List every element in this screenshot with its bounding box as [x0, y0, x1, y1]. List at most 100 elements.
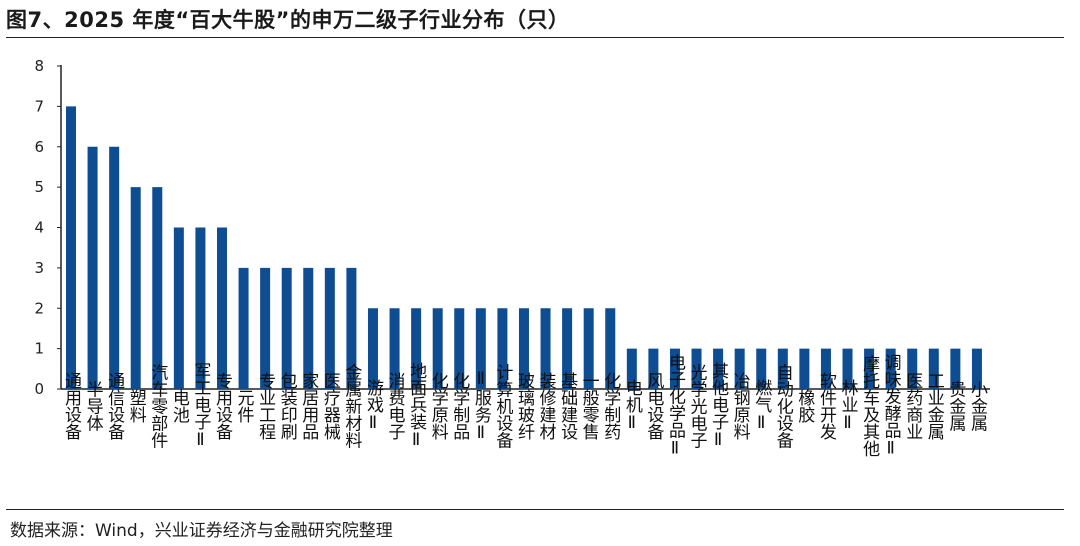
y-tick-label: 2	[34, 299, 44, 317]
category-label: 电机Ⅱ	[622, 379, 643, 433]
category-label: 光学光电子	[687, 363, 708, 448]
bar	[475, 308, 486, 389]
category-label: 元件	[234, 389, 255, 423]
category-label: 通信设备	[104, 372, 125, 440]
bar	[303, 267, 314, 389]
category-label: 汽车零部件	[147, 363, 168, 448]
y-tick-label: 6	[34, 138, 44, 156]
source-rule	[6, 509, 1064, 510]
title-rule	[6, 37, 1064, 38]
category-label: 化学制品	[449, 372, 470, 440]
category-label: 其他电子Ⅱ	[708, 362, 729, 450]
bar	[777, 348, 788, 389]
category-label: 金属新材料	[341, 363, 362, 448]
y-tick-label: 7	[34, 97, 44, 115]
category-label: 橡胶	[794, 389, 815, 424]
bar	[346, 267, 357, 389]
category-label: 通用设备	[61, 372, 82, 440]
bar	[497, 308, 508, 389]
category-label: 化学原料	[428, 372, 449, 440]
bar	[152, 187, 163, 389]
y-tick-label: 5	[34, 178, 44, 196]
bar	[842, 348, 853, 389]
bar	[389, 308, 400, 389]
category-label: 冶钢原料	[730, 372, 751, 440]
bar	[411, 308, 422, 389]
bar	[367, 308, 378, 389]
x-axis-labels: 通用设备 半导体 通信设备 塑料 汽车零部件 电池 军工电子Ⅱ 专用设备 元件 专业工程 包装印刷家…	[61, 353, 987, 458]
bar	[324, 267, 335, 389]
bar	[626, 348, 637, 389]
category-label: 专用设备	[212, 372, 233, 440]
category-label: 专业工程	[255, 372, 276, 440]
category-label: 工业金属	[924, 372, 945, 440]
bar	[950, 348, 961, 389]
bar	[864, 348, 875, 389]
category-label: 家居用品	[298, 372, 319, 440]
bar	[820, 348, 831, 389]
category-label: 化学制药	[600, 372, 621, 441]
bar	[907, 348, 918, 389]
category-label: 调味发酵品Ⅱ	[881, 353, 902, 458]
bar	[562, 308, 573, 389]
bar	[66, 106, 76, 389]
bar	[281, 267, 292, 389]
category-label: 计算机设备	[492, 363, 513, 448]
bar	[109, 146, 120, 389]
category-label: 基础建设	[557, 372, 578, 440]
y-tick-label: 1	[34, 340, 44, 358]
y-tick-label: 4	[34, 219, 44, 237]
bar	[518, 308, 529, 389]
bar	[971, 348, 982, 389]
category-label: 半导体	[83, 380, 104, 431]
bar	[885, 348, 896, 389]
category-label: 电池	[169, 389, 190, 423]
y-tick-label: 3	[34, 259, 44, 277]
bar	[173, 227, 184, 389]
bar	[432, 308, 443, 389]
bar	[260, 267, 271, 389]
category-label: 包装印刷	[277, 372, 298, 440]
bar	[928, 348, 939, 389]
category-label: 游戏Ⅱ	[363, 379, 384, 433]
chart-title: 图7、2025 年度“百大牛股”的申万二级子行业分布（只）	[6, 8, 570, 32]
category-label: 军工电子Ⅱ	[190, 362, 211, 450]
bar	[691, 348, 702, 389]
category-label: 地面兵装Ⅱ	[406, 362, 427, 450]
bar	[540, 308, 551, 389]
y-tick-label: 0	[34, 380, 44, 398]
bar	[130, 187, 141, 389]
bar	[238, 267, 249, 389]
bar	[216, 227, 227, 389]
category-label: 电子化学品Ⅱ	[665, 353, 686, 458]
category-label: 软件开发	[816, 372, 837, 440]
category-label: 玻璃玻纤	[514, 372, 535, 440]
bar	[605, 308, 616, 389]
category-label: 塑料	[126, 389, 147, 423]
bar	[195, 227, 206, 389]
bar	[669, 348, 680, 389]
category-label: 医药商业	[902, 372, 923, 440]
bar	[734, 348, 745, 389]
bar	[713, 348, 724, 389]
bar	[799, 348, 810, 389]
bar	[454, 308, 465, 389]
bar	[756, 348, 767, 389]
category-label: 消费电子	[385, 372, 406, 440]
category-label: 贵金属	[945, 380, 966, 431]
y-tick-label: 8	[34, 57, 44, 75]
bar-chart: 0 1 2 3 4 5 6 7 8 通用设备 半导体 通信设备 塑料 汽车零部件 电池 军工电子Ⅱ 专用设备元…	[34, 57, 990, 459]
category-label: 燃气Ⅱ	[751, 379, 772, 433]
category-label: 风电设备	[643, 372, 664, 440]
bar	[87, 146, 98, 389]
category-label: 林业Ⅱ	[838, 379, 859, 433]
category-label: 装修建材	[536, 372, 557, 440]
bar	[583, 308, 594, 389]
category-label: Ⅱ服务Ⅱ	[471, 369, 492, 443]
category-label: 小金属	[967, 380, 988, 431]
bar	[648, 348, 659, 389]
category-label: 自动化设备	[773, 363, 794, 448]
category-label: 一般零售	[579, 372, 600, 440]
category-label: 医疗器械	[320, 372, 341, 440]
category-label: 摩托车及其他	[859, 355, 880, 457]
